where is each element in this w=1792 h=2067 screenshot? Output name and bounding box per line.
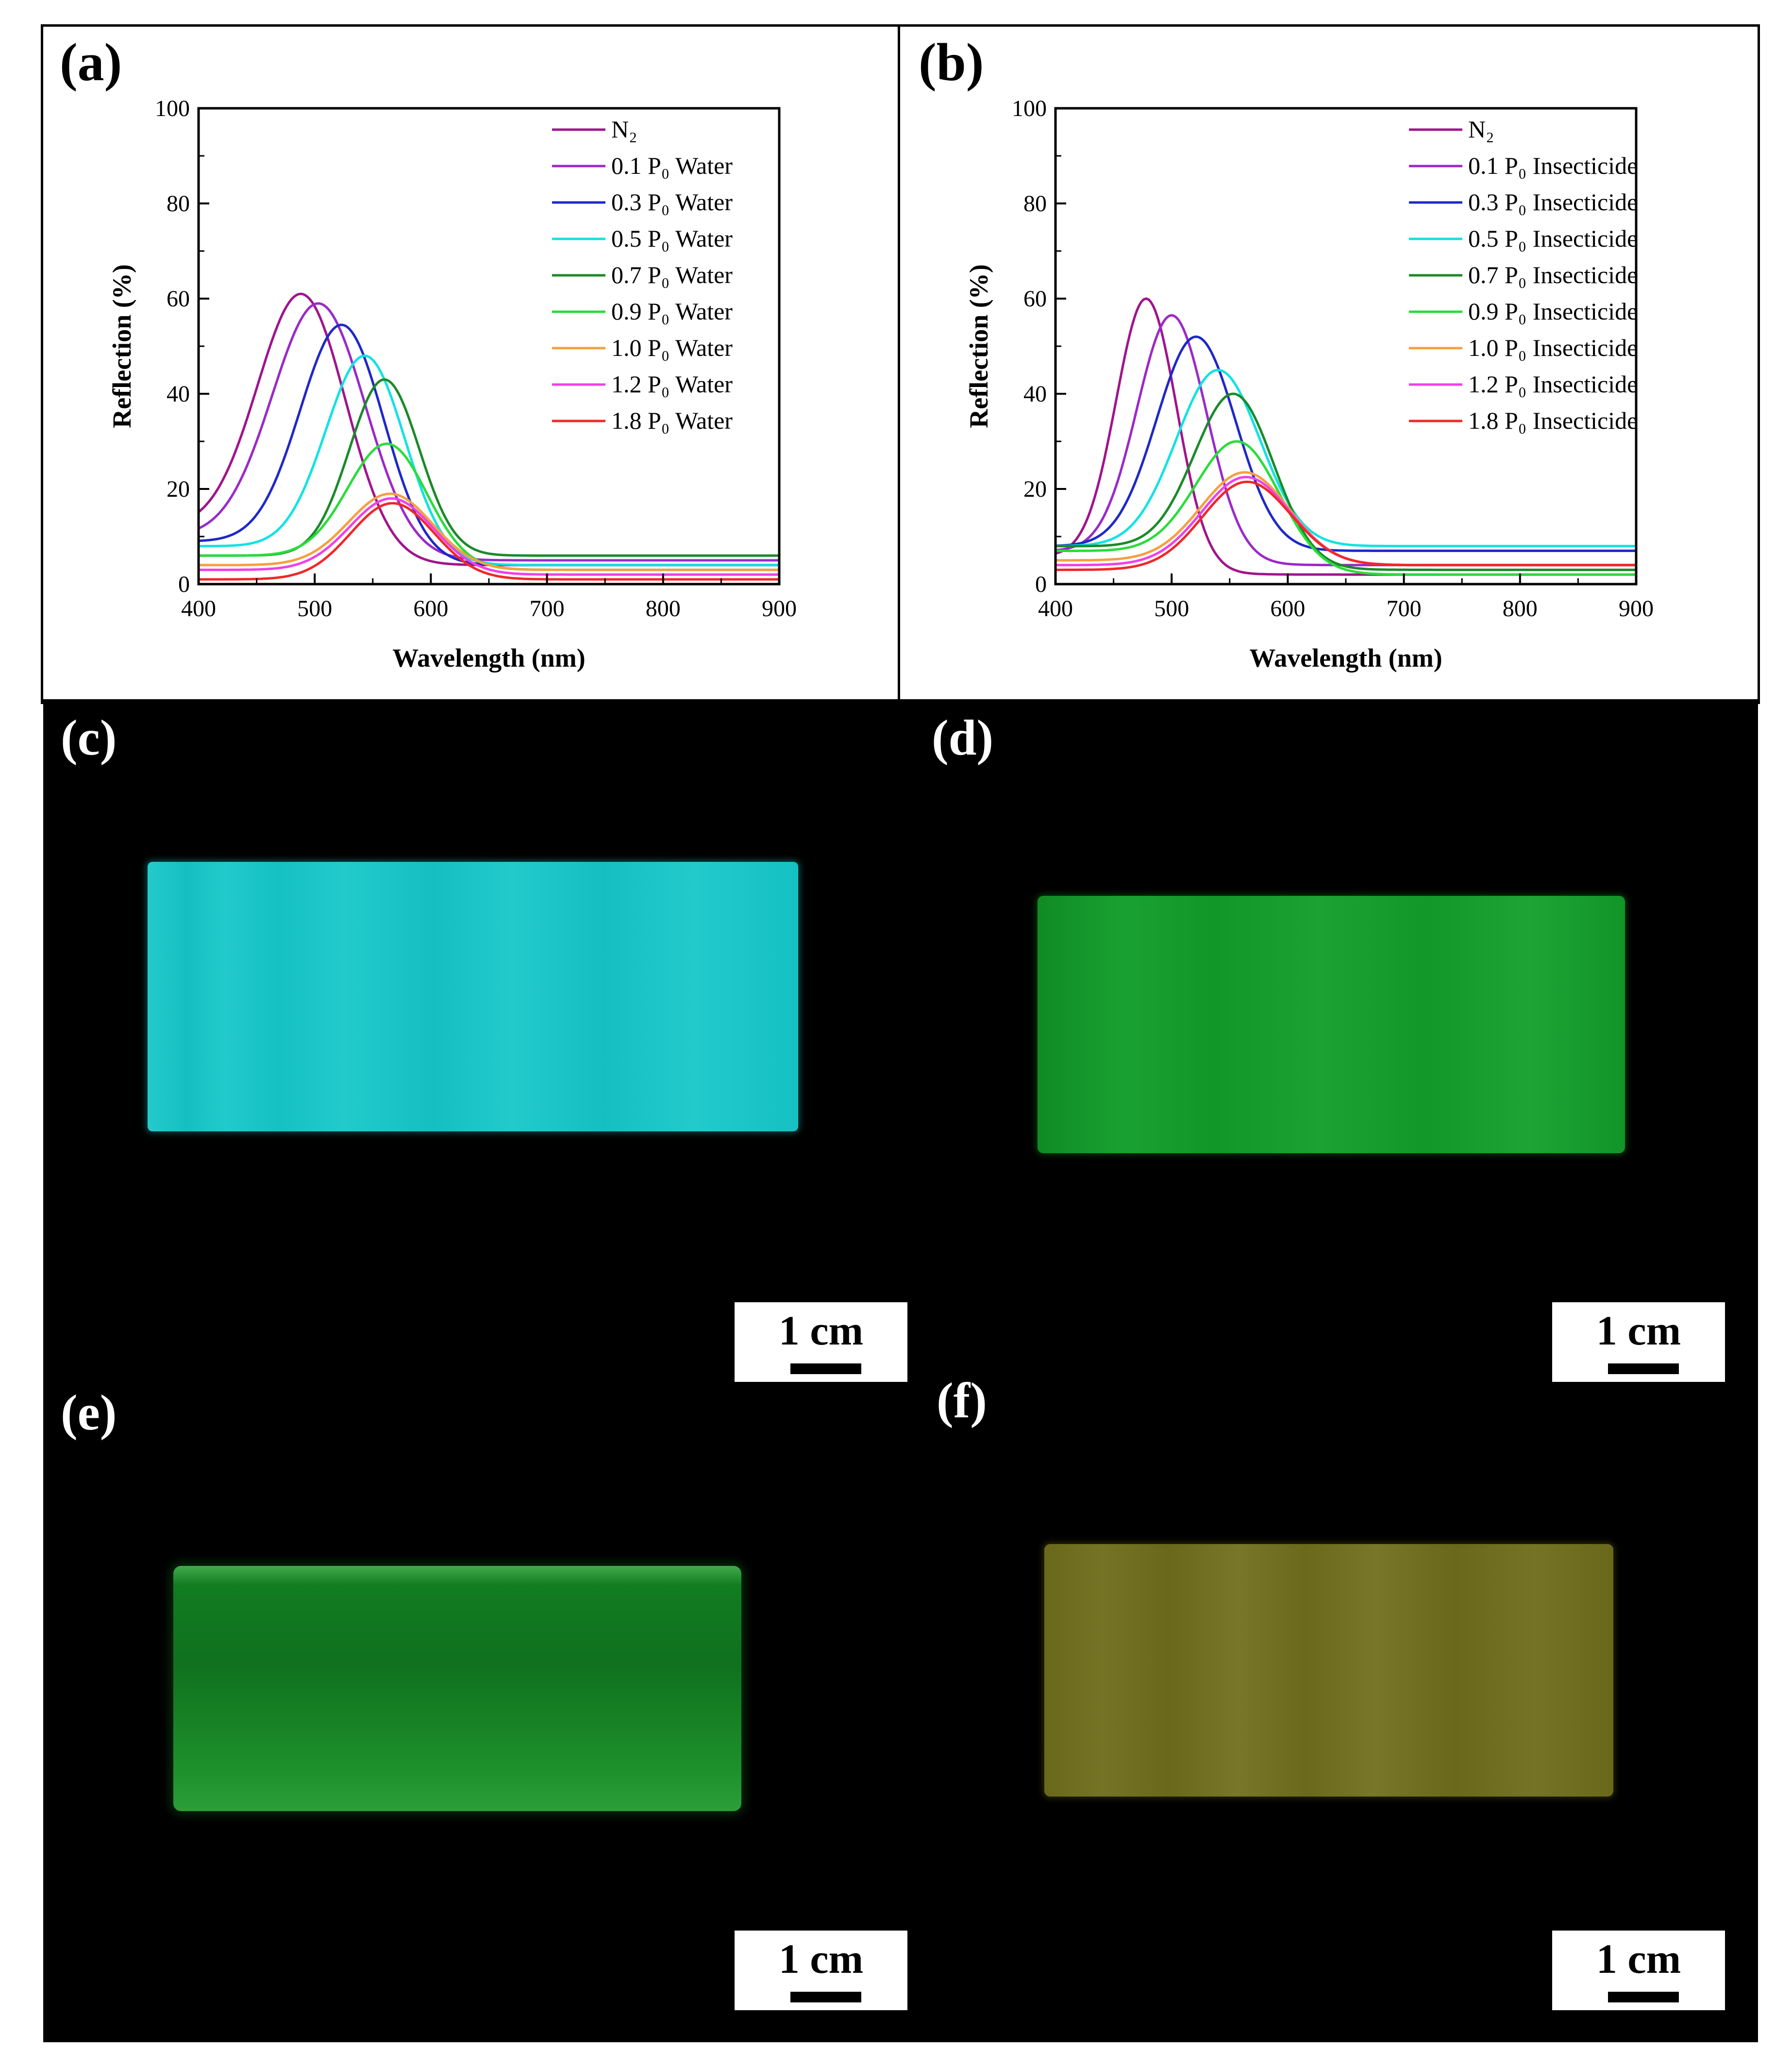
x-tick-label: 600: [413, 596, 448, 622]
sample-film-d: [1038, 896, 1625, 1153]
legend-entry-5: 0.7 P₀ Water: [611, 261, 733, 288]
legend-entry-1: N₂: [611, 116, 637, 143]
x-tick-label: 900: [1619, 596, 1654, 622]
panel-label-d: (d): [932, 710, 994, 766]
scale-bar-f: 1 cm: [1552, 1931, 1725, 2010]
y-tick-label: 20: [1023, 476, 1047, 502]
panel-label-f: (f): [937, 1373, 987, 1428]
series-line-4: [1055, 369, 1636, 548]
y-tick-label: 80: [167, 191, 190, 217]
x-tick-label: 700: [1387, 596, 1422, 622]
y-tick-label: 60: [1023, 286, 1047, 312]
series-line-2: [199, 302, 779, 562]
y-axis-label: Reflection (%): [107, 264, 136, 428]
series-line-5: [1055, 392, 1636, 571]
x-tick-label: 700: [530, 596, 565, 622]
scale-bar-line: [1608, 1992, 1679, 2002]
series-line-6: [1055, 440, 1636, 576]
panel-label-b: (b): [919, 33, 984, 92]
legend-entry-7: 1.0 P₀ Water: [611, 334, 733, 361]
panel-label-a: (a): [60, 33, 122, 92]
legend-entry-7: 1.0 P₀ Insecticide: [1468, 334, 1638, 361]
y-tick-label: 80: [1023, 191, 1047, 217]
chart-panel-a: (a) 400 500 600 700 800 900 0 20 40 60 80 100 Wavele…: [41, 24, 900, 704]
y-axis-label: Reflection (%): [964, 264, 993, 428]
legend-entry-5: 0.7 P₀ Insecticide: [1468, 261, 1638, 288]
legend-entry-8: 1.2 P₀ Water: [611, 370, 733, 398]
x-tick-label: 800: [646, 596, 681, 622]
legend-entry-4: 0.5 P₀ Insecticide: [1468, 225, 1638, 252]
x-axis-label: Wavelength (nm): [1249, 643, 1442, 672]
series-line-8: [199, 497, 779, 576]
chart-a-svg: 400 500 600 700 800 900 0 20 40 60 80 100 Wavelength…: [107, 96, 797, 672]
y-tick-label: 100: [1012, 96, 1047, 121]
series-line-9: [1055, 480, 1636, 571]
x-tick-label: 400: [1038, 596, 1073, 622]
series-line-5: [199, 378, 779, 557]
legend-entry-8: 1.2 P₀ Insecticide: [1468, 370, 1638, 398]
x-tick-label: 500: [297, 596, 332, 622]
series-line-3: [1055, 336, 1636, 552]
legend-entry-4: 0.5 P₀ Water: [611, 225, 733, 252]
chart-panel-b: (b) 400 500 600 700 800 900 0 20 40 60 80 100 Wavele…: [898, 24, 1760, 704]
sample-film-f: [1044, 1544, 1613, 1797]
sample-film-e: [173, 1566, 741, 1811]
y-tick-label: 100: [155, 96, 190, 121]
photo-grid: (c) 1 cm (d) 1 cm (e) 1 cm (f) 1 cm: [43, 699, 1758, 2042]
scale-bar-e: 1 cm: [735, 1931, 907, 2010]
legend-entry-2: 0.1 P₀ Insecticide: [1468, 152, 1638, 179]
scale-bar-line: [790, 1363, 861, 1374]
sample-film-c: [148, 862, 798, 1131]
legend-entry-3: 0.3 P₀ Water: [611, 188, 733, 216]
legend-entry-9: 1.8 P₀ Water: [611, 407, 733, 434]
scale-bar-label: 1 cm: [778, 1935, 864, 1982]
x-tick-label: 600: [1270, 596, 1305, 622]
y-tick-label: 0: [178, 571, 190, 597]
scale-bar-label: 1 cm: [1596, 1307, 1681, 1354]
series-line-4: [199, 354, 779, 567]
scale-bar-d: 1 cm: [1552, 1302, 1725, 1382]
series-line-7: [199, 492, 779, 571]
legend-entry-3: 0.3 P₀ Insecticide: [1468, 188, 1638, 216]
scale-bar-c: 1 cm: [735, 1302, 907, 1382]
legend-entry-9: 1.8 P₀ Insecticide: [1468, 407, 1638, 434]
y-tick-label: 0: [1035, 571, 1047, 597]
x-tick-label: 900: [762, 596, 797, 622]
scale-bar-label: 1 cm: [1596, 1935, 1681, 1982]
x-tick-label: 800: [1503, 596, 1538, 622]
series-line-9: [199, 502, 779, 581]
panel-label-e: (e): [61, 1385, 117, 1441]
y-tick-label: 20: [167, 476, 190, 502]
y-tick-label: 60: [167, 286, 190, 312]
legend-entry-2: 0.1 P₀ Water: [611, 152, 733, 179]
y-tick-label: 40: [167, 381, 190, 407]
panel-label-c: (c): [61, 710, 117, 766]
x-tick-label: 500: [1154, 596, 1189, 622]
chart-b-svg: 400 500 600 700 800 900 0 20 40 60 80 100 Wavelength…: [964, 96, 1654, 672]
scale-bar-label: 1 cm: [778, 1307, 864, 1354]
legend-entry-6: 0.9 P₀ Insecticide: [1468, 298, 1638, 325]
x-tick-label: 400: [181, 596, 216, 622]
y-tick-label: 40: [1023, 381, 1047, 407]
legend-entry-1: N₂: [1468, 116, 1494, 143]
series-group: [1055, 297, 1636, 576]
series-line-6: [199, 442, 779, 571]
x-axis-label: Wavelength (nm): [392, 643, 586, 672]
series-group: [199, 292, 779, 581]
scale-bar-line: [1608, 1363, 1679, 1374]
scale-bar-line: [790, 1992, 861, 2002]
legend-entry-6: 0.9 P₀ Water: [611, 298, 733, 325]
